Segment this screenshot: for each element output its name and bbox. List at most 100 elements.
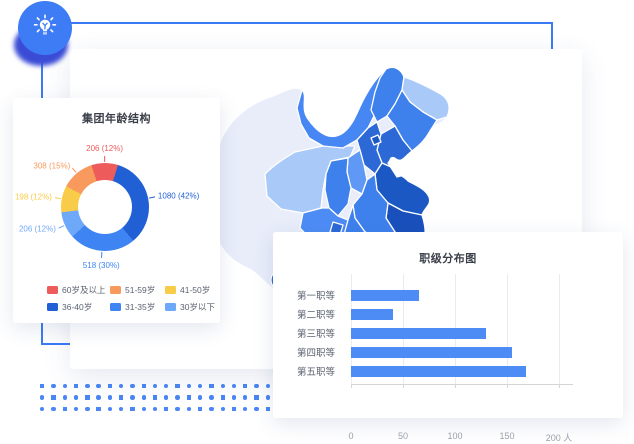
dot <box>130 407 134 411</box>
dot <box>142 395 146 399</box>
legend-item: 30岁以下 <box>165 301 215 313</box>
legend-swatch <box>165 286 176 294</box>
dot <box>108 407 112 411</box>
donut-leader <box>72 168 76 173</box>
dot <box>164 384 168 388</box>
dot <box>221 395 225 399</box>
rank-card-title: 职级分布图 <box>273 250 623 266</box>
dot <box>108 384 112 388</box>
dot <box>74 407 78 411</box>
connector-line-right-drop <box>551 22 553 50</box>
dot <box>142 384 146 388</box>
dot <box>142 407 146 411</box>
donut-callout-label: 1080 (42%) <box>158 192 199 201</box>
legend-label: 60岁及以上 <box>62 284 105 296</box>
bar-第一职等 <box>351 290 419 301</box>
dot <box>198 395 202 399</box>
donut-callout-label: 198 (12%) <box>15 193 52 202</box>
legend-swatch <box>47 286 58 294</box>
legend-label: 31-35岁 <box>125 301 155 313</box>
legend-swatch <box>47 303 58 311</box>
dot <box>63 395 67 399</box>
dot <box>130 395 134 399</box>
dot <box>243 407 247 411</box>
dot <box>209 395 213 399</box>
dot <box>119 384 123 388</box>
dot <box>85 407 89 411</box>
dot-row <box>40 407 276 411</box>
donut-leader <box>55 198 61 199</box>
dot <box>266 395 270 399</box>
dot <box>198 384 202 388</box>
dot <box>175 407 179 411</box>
dot <box>153 407 157 411</box>
dot <box>266 384 270 388</box>
dot-grid-decoration <box>40 384 276 418</box>
dot <box>153 384 157 388</box>
legend-swatch <box>165 303 176 311</box>
dot <box>175 384 179 388</box>
legend-label: 51-59岁 <box>125 284 155 296</box>
dot <box>243 395 247 399</box>
donut-hole <box>78 180 132 234</box>
category-label: 第一职等 <box>273 288 335 302</box>
legend-item: 36-40岁 <box>47 301 102 313</box>
donut-leader <box>59 226 64 228</box>
age-legend: 60岁及以上 51-59岁 41-50岁 36-40岁 31-35岁 30岁以下 <box>47 284 215 313</box>
dot <box>51 407 55 411</box>
dot <box>164 407 168 411</box>
donut-callout-label: 206 (12%) <box>86 144 123 153</box>
dot <box>232 384 236 388</box>
dot <box>243 384 247 388</box>
legend-swatch <box>110 286 121 294</box>
donut-leader <box>149 197 155 198</box>
dot <box>164 395 168 399</box>
bar-第五职等 <box>351 366 526 377</box>
x-tick-label: 50 <box>398 431 408 441</box>
dot <box>63 384 67 388</box>
dot <box>51 395 55 399</box>
dot <box>221 407 225 411</box>
dot-row <box>40 384 276 388</box>
dot <box>187 395 191 399</box>
dot <box>96 395 100 399</box>
dot <box>119 407 123 411</box>
dot <box>96 407 100 411</box>
x-tick-label: 0 <box>348 431 353 441</box>
legend-label: 36-40岁 <box>62 301 92 313</box>
dot <box>266 407 270 411</box>
x-tick-label: 150 <box>499 431 514 441</box>
legend-label: 41-50岁 <box>180 284 210 296</box>
dot <box>40 407 44 411</box>
dot <box>40 395 44 399</box>
x-tick-label: 200 人 <box>546 431 573 444</box>
legend-item: 60岁及以上 <box>47 284 102 296</box>
dot <box>63 407 67 411</box>
dot <box>209 407 213 411</box>
category-label: 第二职等 <box>273 307 335 321</box>
bar-第三职等 <box>351 328 486 339</box>
dot <box>254 384 258 388</box>
gridline <box>559 274 560 384</box>
category-label: 第五职等 <box>273 364 335 378</box>
legend-swatch <box>110 303 121 311</box>
dot <box>254 395 258 399</box>
legend-item: 51-59岁 <box>110 284 157 296</box>
dot <box>209 384 213 388</box>
dot <box>108 395 112 399</box>
legend-item: 41-50岁 <box>165 284 215 296</box>
bar-第二职等 <box>351 309 393 320</box>
dot <box>153 395 157 399</box>
dot <box>130 384 134 388</box>
dot <box>40 384 44 388</box>
dot <box>187 407 191 411</box>
dot <box>175 395 179 399</box>
lightbulb-icon <box>29 12 61 44</box>
x-axis-line <box>351 384 573 385</box>
connector-line-top <box>70 22 553 24</box>
dot <box>187 384 191 388</box>
dot-row <box>40 395 276 399</box>
x-tick-label: 100 <box>447 431 462 441</box>
